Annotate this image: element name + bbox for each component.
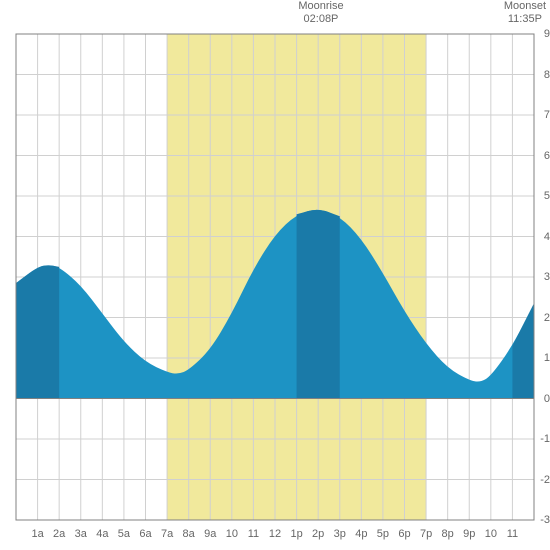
plot-svg — [0, 0, 550, 550]
y-tick-label: 0 — [538, 393, 550, 405]
x-tick-label: 2p — [312, 528, 324, 540]
tide-chart: Moonrise 02:08P Moonset 11:35P -3-2-1012… — [0, 0, 550, 550]
x-tick-label: 11 — [248, 528, 259, 540]
x-tick-label: 12 — [269, 528, 281, 540]
y-tick-label: 8 — [538, 69, 550, 81]
y-tick-label: 4 — [538, 231, 550, 243]
x-tick-label: 6p — [398, 528, 410, 540]
y-tick-label: 1 — [538, 352, 550, 364]
y-tick-label: 9 — [538, 28, 550, 40]
x-tick-label: 1p — [290, 528, 302, 540]
y-tick-label: 2 — [538, 312, 550, 324]
x-tick-label: 4a — [96, 528, 108, 540]
x-tick-label: 9a — [204, 528, 216, 540]
y-tick-label: 5 — [538, 190, 550, 202]
y-tick-label: -1 — [538, 433, 550, 445]
x-tick-label: 9p — [463, 528, 475, 540]
x-tick-label: 6a — [139, 528, 151, 540]
y-tick-label: -3 — [538, 514, 550, 526]
x-tick-label: 8a — [183, 528, 195, 540]
x-tick-label: 3p — [334, 528, 346, 540]
x-tick-label: 10 — [485, 528, 497, 540]
x-tick-label: 1a — [31, 528, 43, 540]
x-tick-label: 7p — [420, 528, 432, 540]
x-tick-label: 11 — [507, 528, 518, 540]
y-tick-label: 6 — [538, 150, 550, 162]
y-tick-label: 7 — [538, 109, 550, 121]
x-tick-label: 4p — [355, 528, 367, 540]
x-tick-label: 5p — [377, 528, 389, 540]
x-tick-label: 8p — [442, 528, 454, 540]
y-tick-label: -2 — [538, 474, 550, 486]
x-tick-label: 7a — [161, 528, 173, 540]
x-tick-label: 2a — [53, 528, 65, 540]
y-tick-label: 3 — [538, 271, 550, 283]
x-tick-label: 10 — [226, 528, 238, 540]
x-tick-label: 3a — [75, 528, 87, 540]
x-tick-label: 5a — [118, 528, 130, 540]
